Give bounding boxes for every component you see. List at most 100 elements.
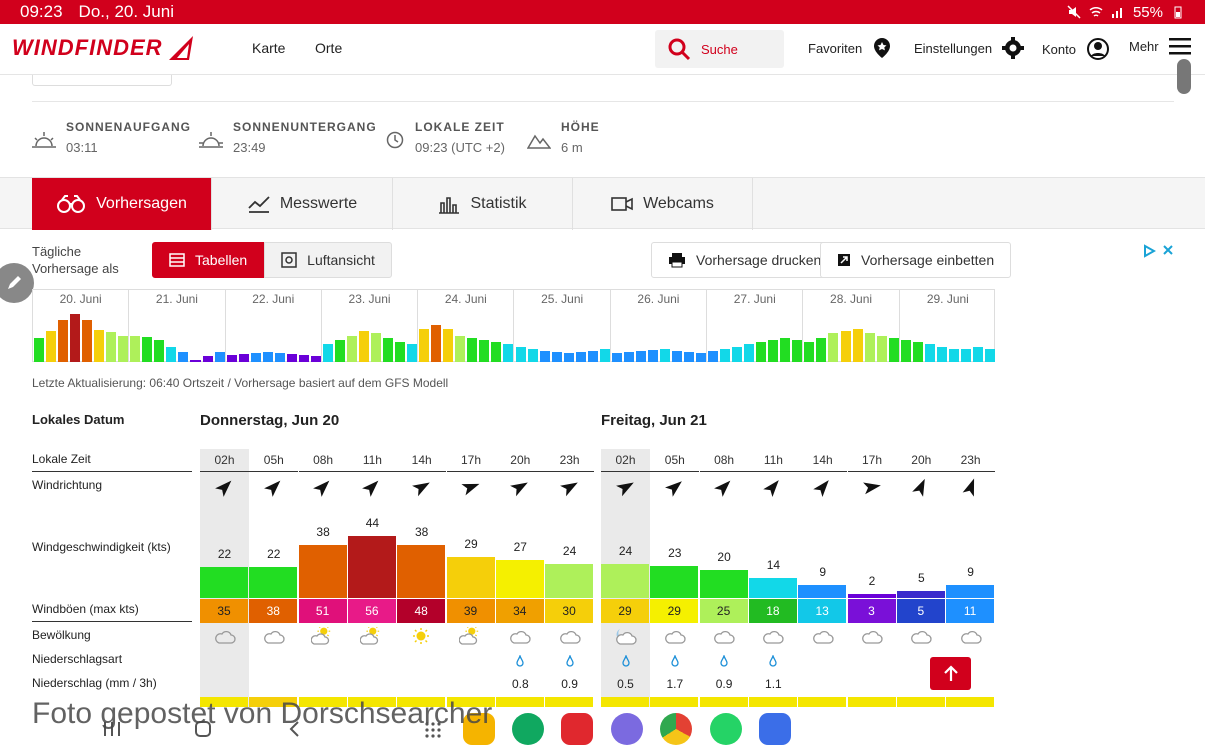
battery-level: 55% bbox=[1132, 3, 1163, 21]
files-app-icon[interactable] bbox=[463, 713, 495, 745]
overview-bar bbox=[696, 353, 707, 362]
gust-cell: 18 bbox=[748, 599, 797, 623]
tab-webcams[interactable]: Webcams bbox=[573, 178, 753, 230]
hour-cell: 11h bbox=[347, 449, 397, 472]
printer-icon bbox=[669, 253, 685, 268]
tables-button[interactable]: Tabellen bbox=[152, 242, 265, 278]
gust-cell: 39 bbox=[446, 599, 495, 623]
partly-sunny-icon bbox=[459, 627, 479, 645]
print-forecast-button[interactable]: Vorhersage drucken bbox=[651, 242, 839, 278]
overview-bar bbox=[34, 338, 45, 362]
gust-cell: 5 bbox=[896, 599, 945, 623]
overview-day[interactable]: 27. Juni bbox=[707, 290, 804, 362]
tab-vorhersagen[interactable]: Vorhersagen bbox=[32, 178, 212, 230]
overview-day[interactable]: 26. Juni bbox=[611, 290, 708, 362]
gust-cell: 25 bbox=[699, 599, 748, 623]
wifi-icon bbox=[1089, 6, 1103, 17]
hour-cell: 23h bbox=[545, 449, 595, 472]
raindrop-icon bbox=[516, 653, 524, 667]
overview-bar bbox=[792, 340, 803, 362]
precip-value: 0.9 bbox=[561, 677, 578, 691]
recent-apps-icon[interactable] bbox=[102, 720, 122, 738]
status-time: 09:23 bbox=[20, 2, 63, 21]
nav-karte[interactable]: Karte bbox=[252, 40, 286, 56]
overview-bar bbox=[419, 329, 430, 362]
browser-app-icon[interactable] bbox=[759, 713, 791, 745]
overview-day[interactable]: 20. Juni bbox=[33, 290, 130, 362]
windfinder-logo[interactable]: WINDFINDER bbox=[12, 34, 197, 62]
overview-day-label: 24. Juni bbox=[444, 292, 487, 306]
clock-icon bbox=[386, 131, 404, 149]
nav-orte[interactable]: Orte bbox=[315, 40, 343, 56]
raindrop-icon bbox=[769, 653, 778, 667]
wind-direction bbox=[249, 476, 298, 498]
overview-day[interactable]: 21. Juni bbox=[129, 290, 226, 362]
overview-bar bbox=[431, 325, 442, 362]
whatsapp-app-icon[interactable] bbox=[710, 713, 742, 745]
app-drawer-icon[interactable] bbox=[424, 721, 442, 739]
embed-forecast-button[interactable]: Vorhersage einbetten bbox=[820, 242, 1012, 278]
gust-cell: 34 bbox=[495, 599, 544, 623]
wind-speed-bar bbox=[946, 585, 995, 598]
wind-speed-bar bbox=[347, 536, 396, 598]
home-icon[interactable] bbox=[194, 720, 212, 738]
messages-app-icon[interactable] bbox=[611, 713, 643, 745]
wind-speed-bar bbox=[699, 570, 748, 598]
overview-bar bbox=[635, 351, 646, 362]
search-button[interactable]: Suche bbox=[655, 30, 784, 68]
aerial-view-button[interactable]: Luftansicht bbox=[264, 242, 392, 278]
gust-cell: 56 bbox=[347, 599, 396, 623]
table-icon bbox=[169, 253, 185, 267]
label-precip: Niederschlag (mm / 3h) bbox=[32, 676, 157, 690]
wind-speed-value: 29 bbox=[464, 537, 478, 552]
chrome-app-icon[interactable] bbox=[660, 713, 692, 745]
precip-value: 0.5 bbox=[617, 677, 634, 691]
wind-direction bbox=[397, 476, 446, 498]
overview-bar bbox=[551, 352, 562, 362]
account-link[interactable]: Konto bbox=[1042, 37, 1110, 61]
overview-bar bbox=[346, 336, 357, 362]
overview-bar bbox=[226, 355, 237, 362]
overview-day[interactable]: 24. Juni bbox=[418, 290, 515, 362]
phone-app-icon[interactable] bbox=[512, 713, 544, 745]
scrollbar-thumb[interactable] bbox=[1177, 59, 1191, 94]
arrow-up-icon bbox=[943, 664, 958, 681]
overview-bar bbox=[780, 338, 791, 362]
overview-day[interactable]: 22. Juni bbox=[226, 290, 322, 362]
overview-bar bbox=[238, 354, 249, 362]
scroll-top-button[interactable] bbox=[930, 657, 971, 690]
wind-direction-icon bbox=[763, 480, 780, 497]
tab-messwerte[interactable]: Messwerte bbox=[213, 178, 393, 230]
overview-bar bbox=[94, 330, 105, 362]
hour-cell: 02h bbox=[601, 449, 650, 472]
wind-direction-icon bbox=[615, 482, 634, 497]
overview-day[interactable]: 29. Juni bbox=[900, 290, 996, 362]
overview-day[interactable]: 23. Juni bbox=[322, 290, 419, 362]
edit-fab[interactable] bbox=[0, 263, 34, 303]
overview-day[interactable]: 28. Juni bbox=[803, 290, 900, 362]
video-camera-icon bbox=[611, 197, 633, 211]
back-icon[interactable] bbox=[288, 720, 300, 738]
temperature-cell bbox=[896, 697, 945, 707]
favorites-link[interactable]: Favoriten bbox=[808, 37, 892, 59]
status-bar: 09:23 Do., 20. Juni 55% bbox=[0, 0, 1205, 24]
wind-speed-value: 44 bbox=[365, 516, 380, 531]
divider bbox=[32, 471, 192, 472]
gust-cell: 13 bbox=[798, 599, 847, 623]
tab-statistik[interactable]: Statistik bbox=[393, 178, 573, 230]
overview-bar bbox=[539, 351, 550, 362]
hour-cell: 08h bbox=[298, 449, 348, 472]
wind-speed-value: 9 bbox=[967, 565, 974, 580]
multi-day-overview[interactable]: 20. Juni 21. Juni 22. Juni 23. Juni 24. Juni… bbox=[32, 289, 995, 362]
wind-direction-icon bbox=[714, 480, 731, 497]
sun-icon bbox=[412, 628, 429, 644]
wind-speed-bar bbox=[896, 591, 945, 598]
settings-link[interactable]: Einstellungen bbox=[914, 37, 1025, 59]
overview-day[interactable]: 25. Juni bbox=[515, 290, 611, 362]
overview-bar bbox=[479, 340, 490, 362]
more-menu[interactable]: Mehr bbox=[1129, 37, 1191, 55]
label-date: Lokales Datum bbox=[32, 412, 125, 427]
gust-cell: 48 bbox=[397, 599, 446, 623]
ad-choices[interactable] bbox=[1142, 244, 1174, 258]
mail-app-icon[interactable] bbox=[561, 713, 593, 745]
